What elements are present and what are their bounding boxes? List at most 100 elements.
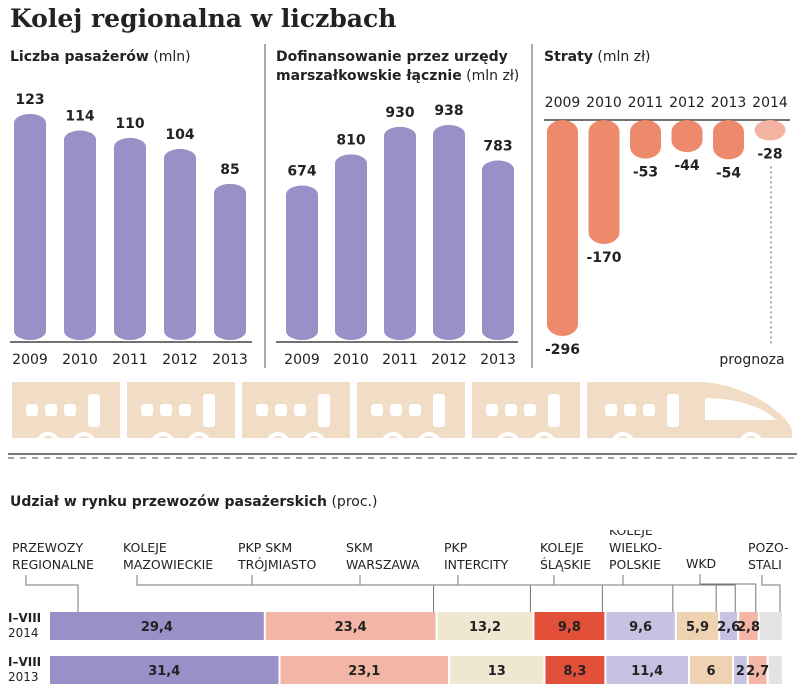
train-door — [548, 394, 560, 427]
share-value-label: 5,9 — [686, 620, 709, 635]
train-bogie — [605, 432, 769, 446]
share-value-label: 11,4 — [631, 664, 663, 679]
losses-value-label: -53 — [633, 165, 658, 181]
losses-year-label: 2009 — [545, 95, 581, 111]
company-label: POZO- — [748, 540, 789, 555]
forecast-label: prognoza — [719, 352, 784, 368]
train-window — [486, 404, 498, 416]
row-year-label: 2014 — [8, 626, 39, 640]
share-segment — [734, 656, 747, 684]
losses-value-label: -44 — [674, 158, 700, 174]
leader-line — [622, 575, 736, 612]
train-window — [294, 404, 306, 416]
passengers-bar — [64, 130, 96, 340]
losses-bar — [671, 120, 703, 153]
top-charts: 123 2009 114 2010 110 2011 104 2012 85 2013 674 20… — [10, 44, 790, 368]
passengers-year-label: 2013 — [212, 352, 248, 368]
funding-value-label: 783 — [483, 139, 512, 155]
train-window — [643, 404, 655, 416]
passengers-chart: 123 2009 114 2010 110 2011 104 2012 85 2013 — [12, 92, 248, 368]
passengers-value-label: 114 — [65, 109, 94, 125]
company-label: POLSKIE — [609, 557, 661, 572]
losses-bar — [630, 120, 661, 159]
losses-value-label: -296 — [545, 342, 580, 358]
passengers-bar — [14, 114, 46, 340]
share-value-label: 2 — [736, 664, 745, 679]
share-value-label: 9,6 — [629, 620, 652, 635]
losses-title-text: Straty — [544, 49, 593, 65]
funding-year-label: 2009 — [284, 352, 320, 368]
losses-value-label: -54 — [716, 165, 742, 181]
losses-unit: (mln zł) — [597, 49, 651, 65]
train-window — [45, 404, 57, 416]
company-label: PKP — [444, 540, 468, 555]
share-segment — [606, 612, 675, 640]
company-label: REGIONALNE — [12, 557, 94, 572]
losses-bar — [588, 120, 620, 245]
train-window — [390, 404, 402, 416]
train-bogie — [30, 432, 102, 446]
funding-title: Dofinansowanie przez urzędy marszałkowsk… — [276, 48, 519, 86]
share-value-label: 2,7 — [746, 664, 769, 679]
passengers-value-label: 85 — [220, 162, 239, 178]
passengers-title: Liczba pasażerów (mln) — [10, 48, 191, 67]
share-segment — [748, 656, 767, 684]
company-labels: PRZEWOZY REGIONALNE KOLEJE MAZOWIECKIE PKP S… — [12, 530, 789, 572]
losses-year-label: 2012 — [669, 95, 705, 111]
share-value-label: 29,4 — [141, 620, 173, 635]
losses-year-label: 2014 — [752, 95, 788, 111]
leader-line — [553, 575, 717, 612]
market-share-title-text: Udział w rynku przewozów pasażerskich — [10, 494, 328, 510]
funding-value-label: 674 — [287, 164, 316, 180]
funding-value-label: 810 — [336, 132, 365, 148]
funding-title-line1: Dofinansowanie przez urzędy — [276, 49, 508, 65]
market-share-unit: (proc.) — [331, 494, 378, 510]
share-segment — [50, 612, 264, 640]
train-window — [505, 404, 517, 416]
train-window — [256, 404, 268, 416]
share-value-label: 9,8 — [558, 620, 581, 635]
company-label: TRÓJMIASTO — [237, 557, 316, 572]
passengers-value-label: 104 — [165, 127, 194, 143]
train-door — [433, 394, 445, 427]
leader-line — [25, 575, 79, 612]
losses-chart: 2009 -296 2010 -170 2011 -53 2012 -44 2013 -54 201… — [545, 95, 788, 368]
share-segment — [739, 612, 758, 640]
funding-title-line2: marszałkowskie łącznie — [276, 68, 462, 84]
train-window — [605, 404, 617, 416]
train-bogie — [145, 432, 217, 446]
train-window — [624, 404, 636, 416]
share-segment — [450, 656, 544, 684]
share-segment — [768, 656, 782, 684]
passengers-value-label: 110 — [115, 116, 144, 132]
train-window — [179, 404, 191, 416]
share-segment — [50, 656, 279, 684]
funding-year-label: 2010 — [333, 352, 369, 368]
train-window — [275, 404, 287, 416]
passengers-year-label: 2011 — [112, 352, 148, 368]
losses-year-label: 2013 — [711, 95, 747, 111]
share-segment — [606, 656, 689, 684]
train-door — [667, 394, 679, 427]
losses-value-label: -28 — [757, 146, 782, 162]
company-label: KOLEJE — [540, 540, 584, 555]
share-segment — [265, 612, 436, 640]
train-bogie — [490, 432, 562, 446]
losses-bar — [754, 120, 786, 141]
locomotive-windshield — [705, 398, 776, 420]
funding-bar — [335, 154, 367, 340]
share-segment — [690, 656, 733, 684]
passengers-year-label: 2009 — [12, 352, 48, 368]
losses-year-label: 2010 — [586, 95, 622, 111]
company-label: MAZOWIECKIE — [123, 557, 213, 572]
leader-line — [761, 575, 781, 612]
share-value-label: 6 — [707, 664, 716, 679]
leader-line — [136, 575, 435, 612]
passengers-unit: (mln) — [153, 49, 191, 65]
train-door — [88, 394, 100, 427]
funding-bar — [286, 185, 318, 340]
company-label: KOLEJE — [609, 530, 653, 538]
company-label: KOLEJE — [123, 540, 167, 555]
market-share-title: Udział w rynku przewozów pasażerskich (p… — [10, 494, 377, 510]
train-window — [26, 404, 38, 416]
